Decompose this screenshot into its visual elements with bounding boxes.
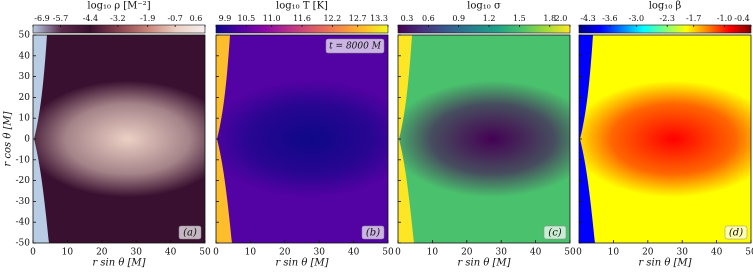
x-tick-label: 0 (576, 248, 582, 258)
colorbar-tick-label: -2.3 (659, 14, 674, 23)
x-axis-label: r sin θ [M] (638, 258, 691, 269)
x-tick-label: 10 (62, 248, 74, 258)
x-tick-label: 50 (745, 248, 753, 258)
x-tick-label: 0 (213, 248, 219, 258)
colorbar-title: log₁₀ σ (467, 1, 501, 12)
colorbar-tick-label: -1.9 (140, 14, 155, 23)
colorbar-tick-label: 9.9 (219, 14, 232, 23)
colorbar-title: log₁₀ ρ [M⁻²] (87, 1, 150, 12)
heatmap-funnel (579, 35, 595, 243)
heatmap-core (398, 80, 570, 198)
colorbar-tick-label: -3.0 (629, 14, 644, 23)
y-tick-label: 20 (19, 93, 31, 103)
panel-label: (c) (548, 228, 562, 239)
heatmap (579, 35, 751, 243)
colorbar-tick-label: 0.6 (422, 14, 435, 23)
colorbar-tick-label: 1.8 (543, 14, 556, 23)
colorbar-tick-label: 10.5 (237, 14, 255, 23)
panel-label-box (724, 225, 748, 240)
x-tick-label: 30 (495, 248, 507, 258)
colorbar-tick-label: -0.4 (734, 14, 749, 23)
y-axis-label: r cos θ [M] (3, 111, 14, 166)
x-tick-label: 20 (461, 248, 473, 258)
colorbar-tick-label: -3.6 (602, 14, 617, 23)
y-tick-label: -10 (16, 155, 31, 165)
colorbar-title: log₁₀ T [K] (276, 1, 328, 12)
panel-label-box (178, 225, 202, 240)
x-tick-label: 50 (382, 248, 394, 258)
heatmap-funnel (216, 35, 232, 243)
y-tick-label: -50 (16, 239, 31, 249)
x-tick-label: 0 (395, 248, 401, 258)
x-tick-label: 20 (279, 248, 291, 258)
panel-label: (b) (366, 228, 380, 239)
colorbar-tick-label: -1.7 (686, 14, 701, 23)
x-tick-label: 50 (564, 248, 576, 258)
x-tick-label: 50 (199, 248, 211, 258)
panel-label-box (361, 225, 385, 240)
y-tick-label: 50 (19, 31, 31, 41)
colorbar-tick-label: 11.0 (263, 14, 281, 23)
colorbar-tick-label: -4.3 (580, 14, 595, 23)
colorbar (32, 24, 206, 34)
colorbar-tick-label: -5.7 (53, 14, 68, 23)
heatmap (398, 35, 570, 243)
y-tick-label: 30 (19, 72, 31, 82)
panel-label: (a) (183, 228, 197, 239)
heatmap (216, 35, 388, 243)
colorbar-tick-label: 1.2 (483, 14, 496, 23)
x-tick-label: 10 (245, 248, 257, 258)
y-tick-label: -20 (16, 176, 31, 186)
y-tick-label: -40 (16, 218, 31, 228)
x-tick-label: 40 (711, 248, 723, 258)
panel-label: (d) (729, 228, 743, 239)
x-tick-label: 20 (642, 248, 654, 258)
colorbar-title: log₁₀ β (649, 1, 682, 12)
heatmap-core (579, 80, 751, 198)
heatmap-funnel (33, 35, 49, 243)
x-tick-label: 30 (313, 248, 325, 258)
annotation: t = 8000 M (329, 42, 382, 52)
colorbar (578, 24, 752, 34)
colorbar (397, 24, 571, 34)
colorbar-tick-label: 0.3 (401, 14, 414, 23)
heatmap (33, 35, 205, 243)
y-tick-label: 10 (19, 114, 31, 124)
x-tick-label: 20 (96, 248, 108, 258)
colorbar-tick-label: -0.7 (167, 14, 182, 23)
colorbar-tick-label: 2.0 (555, 14, 568, 23)
x-tick-label: 10 (608, 248, 620, 258)
x-tick-label: 10 (427, 248, 439, 258)
x-tick-label: 40 (348, 248, 360, 258)
colorbar-tick-label: -4.4 (83, 14, 98, 23)
x-axis-label: r sin θ [M] (457, 258, 510, 269)
x-tick-label: 30 (130, 248, 142, 258)
colorbar-tick-label: 12.2 (323, 14, 341, 23)
y-tick-label: 40 (19, 51, 31, 61)
colorbar-tick-label: 1.5 (513, 14, 526, 23)
y-tick-label: 0 (24, 135, 30, 145)
colorbar-tick-label: 12.7 (349, 14, 367, 23)
colorbar-tick-label: -1.0 (717, 14, 732, 23)
heatmap-funnel (398, 35, 414, 243)
x-tick-label: 30 (676, 248, 688, 258)
x-axis-label: r sin θ [M] (275, 258, 328, 269)
heatmap-core (33, 80, 205, 198)
colorbar-tick-label: 0.9 (452, 14, 465, 23)
colorbar-tick-label: 13.3 (370, 14, 388, 23)
colorbar-tick-label: -3.2 (110, 14, 125, 23)
x-tick-label: 40 (530, 248, 542, 258)
x-tick-label: 40 (165, 248, 177, 258)
colorbar-tick-label: -6.9 (34, 14, 49, 23)
y-tick-label: -30 (16, 197, 31, 207)
colorbar-tick-label: 0.6 (190, 14, 203, 23)
panel-label-box (543, 225, 567, 240)
x-axis-label: r sin θ [M] (92, 258, 145, 269)
x-tick-label: 0 (30, 248, 36, 258)
heatmap-core (216, 80, 388, 198)
colorbar-tick-label: 11.6 (293, 14, 311, 23)
annotation-box (325, 38, 385, 54)
